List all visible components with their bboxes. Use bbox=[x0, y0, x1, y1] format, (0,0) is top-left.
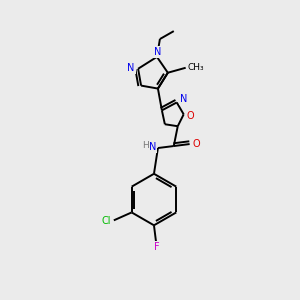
Text: CH₃: CH₃ bbox=[187, 63, 204, 72]
Text: N: N bbox=[128, 63, 135, 73]
Text: F: F bbox=[154, 242, 160, 252]
Text: N: N bbox=[180, 94, 188, 104]
Text: N: N bbox=[149, 142, 157, 152]
Text: O: O bbox=[187, 111, 194, 121]
Text: N: N bbox=[154, 47, 162, 57]
Text: O: O bbox=[193, 139, 200, 149]
Text: Cl: Cl bbox=[101, 216, 111, 226]
Text: H: H bbox=[142, 140, 148, 149]
